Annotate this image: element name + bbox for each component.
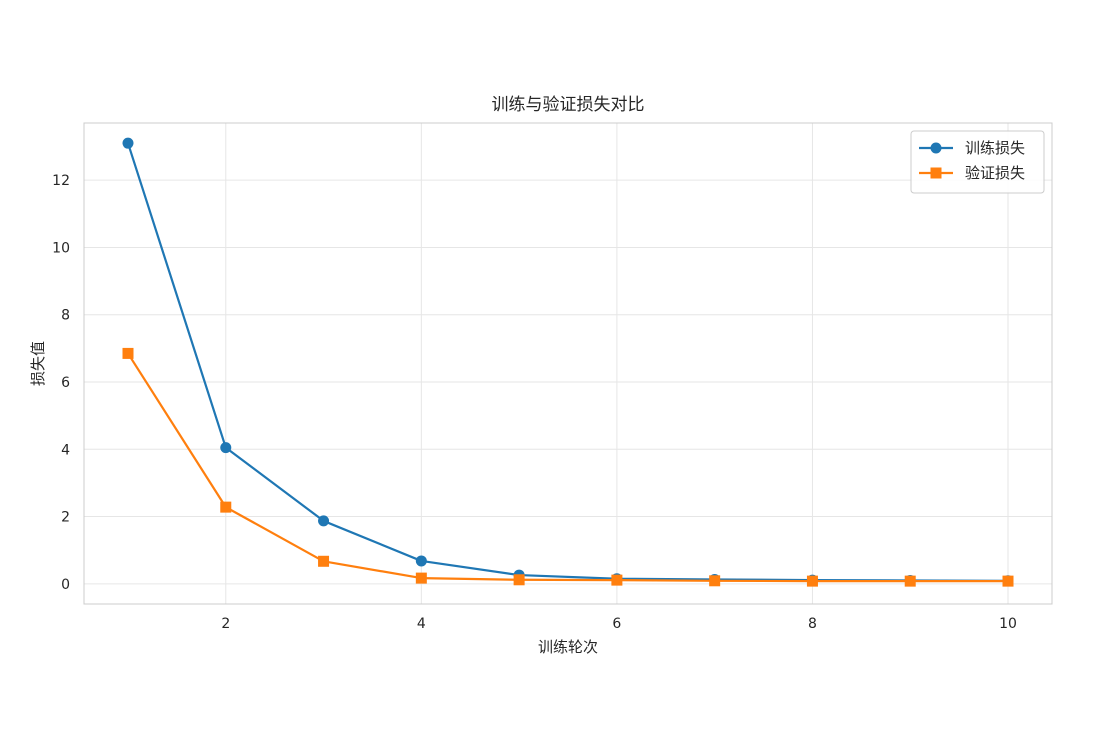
- y-axis-ticks: 0 2 4 6 8 10 12: [52, 173, 70, 593]
- plot-area: [83, 122, 1053, 605]
- legend-marker: [930, 167, 942, 179]
- grid: [84, 123, 1052, 604]
- x-tick-label: 8: [808, 616, 817, 632]
- y-tick-label: 8: [61, 308, 70, 324]
- series-1: [122, 137, 1014, 587]
- data-point: [415, 555, 427, 567]
- legend-label: 训练损失: [965, 139, 1025, 157]
- x-axis-ticks: 2 4 6 8 10: [221, 616, 1017, 632]
- x-tick-label: 6: [612, 616, 621, 632]
- y-tick-label: 0: [61, 577, 70, 593]
- legend-label: 验证损失: [965, 164, 1025, 182]
- legend-item: 验证损失: [919, 164, 1025, 182]
- y-tick-label: 2: [61, 510, 70, 526]
- series-group: [122, 137, 1014, 587]
- series-line: [127, 352, 1008, 583]
- legend-box: [910, 130, 1045, 194]
- y-tick-label: 6: [61, 375, 70, 391]
- x-tick-label: 10: [999, 616, 1017, 632]
- y-tick-label: 4: [61, 442, 70, 458]
- data-point: [220, 501, 232, 513]
- y-axis-label: 损失值: [29, 341, 47, 386]
- legend-item: 训练损失: [919, 139, 1025, 157]
- data-point: [318, 555, 330, 567]
- legend-marker: [930, 142, 942, 154]
- data-point: [806, 575, 818, 587]
- data-point: [513, 574, 525, 586]
- data-point: [122, 347, 134, 359]
- series-2: [122, 347, 1014, 587]
- y-tick-label: 12: [52, 173, 70, 189]
- x-tick-label: 2: [221, 616, 230, 632]
- data-point: [1002, 575, 1014, 587]
- data-point: [122, 137, 134, 149]
- y-tick-label: 10: [52, 240, 70, 256]
- x-axis-label: 训练轮次: [538, 638, 598, 656]
- data-point: [904, 575, 916, 587]
- chart-title: 训练与验证损失对比: [492, 95, 645, 115]
- data-point: [611, 574, 623, 586]
- series-line: [126, 142, 1009, 582]
- x-tick-label: 4: [417, 616, 426, 632]
- data-point: [220, 442, 232, 454]
- data-point: [709, 575, 721, 587]
- data-point: [318, 515, 330, 527]
- data-point: [415, 572, 427, 584]
